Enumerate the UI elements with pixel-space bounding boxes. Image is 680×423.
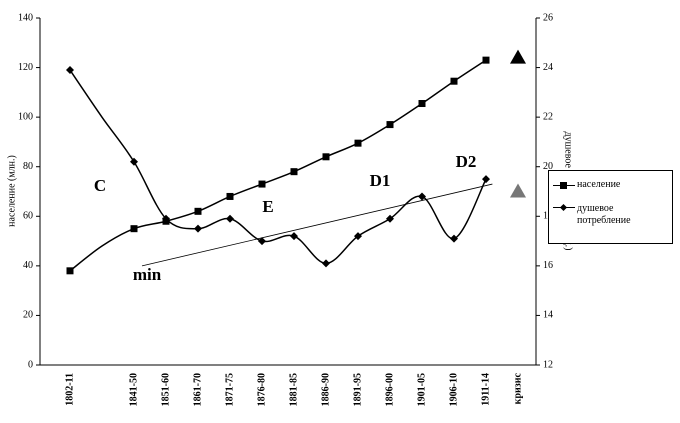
legend-marker [560, 182, 567, 189]
x-tick-label: 1886-90 [320, 373, 331, 406]
y2-tick-label: 20 [543, 161, 553, 172]
x-tick-label: 1802-11 [64, 373, 75, 406]
marker [226, 192, 234, 200]
x-tick-label: 1901-05 [416, 373, 427, 406]
series-line [69, 59, 487, 272]
y-tick-label: 120 [18, 62, 33, 73]
legend-swatch [553, 203, 575, 212]
crisis-marker [510, 49, 526, 64]
x-tick-label: 1876-80 [256, 373, 267, 406]
x-tick-label: 1891-95 [352, 373, 363, 406]
y-axis-label: население (млн.) [6, 155, 17, 227]
annotation: C [94, 176, 106, 195]
marker [386, 121, 394, 129]
legend-label: население [577, 179, 621, 190]
marker [354, 139, 362, 147]
legend: население душевое потребление [548, 170, 673, 244]
marker [482, 56, 490, 64]
marker [162, 214, 170, 223]
x-tick-label: 1911-14 [480, 373, 491, 406]
marker [66, 267, 74, 275]
marker [130, 157, 138, 166]
marker [354, 232, 362, 241]
x-tick-label: 1841-50 [128, 373, 139, 406]
legend-label: душевое потребление [577, 203, 631, 226]
annotation: E [262, 197, 273, 216]
marker [386, 214, 394, 223]
marker [194, 224, 202, 233]
marker [130, 225, 138, 233]
y2-tick-label: 16 [543, 260, 553, 271]
annotation: D1 [370, 171, 391, 190]
marker [290, 232, 298, 241]
marker [66, 66, 74, 75]
trend-line [141, 183, 493, 267]
marker [418, 192, 426, 201]
x-tick-label: 1896-00 [384, 373, 395, 406]
marker [418, 100, 426, 108]
marker [258, 237, 266, 246]
x-tick-label: 1861-70 [192, 373, 203, 406]
x-tick-label: 1906-10 [448, 373, 459, 406]
y-tick-label: 20 [23, 310, 33, 321]
y-tick-label: 0 [28, 359, 33, 370]
x-tick-label: кризис [512, 372, 523, 404]
marker [194, 207, 202, 215]
y-tick-label: 40 [23, 260, 33, 271]
annotation: D2 [456, 152, 477, 171]
legend-swatch [553, 182, 575, 189]
marker [290, 168, 298, 176]
legend-marker [559, 203, 568, 212]
y-tick-label: 80 [23, 161, 33, 172]
y-tick-label: 60 [23, 211, 33, 222]
marker [450, 77, 458, 85]
marker [226, 214, 234, 223]
y-tick-label: 140 [18, 12, 33, 23]
annotation: min [133, 265, 162, 284]
x-tick-label: 1881-85 [288, 373, 299, 406]
marker [322, 153, 330, 161]
marker [258, 180, 266, 188]
marker [322, 259, 330, 268]
x-tick-label: 1851-60 [160, 373, 171, 406]
y-tick-label: 100 [18, 111, 33, 122]
marker [450, 234, 458, 243]
y2-tick-label: 26 [543, 12, 553, 23]
y2-tick-label: 12 [543, 359, 553, 370]
y2-tick-label: 14 [543, 310, 553, 321]
y2-tick-label: 22 [543, 111, 553, 122]
y2-tick-label: 24 [543, 62, 553, 73]
marker [482, 175, 490, 184]
crisis-marker [510, 183, 526, 198]
x-tick-label: 1871-75 [224, 373, 235, 406]
